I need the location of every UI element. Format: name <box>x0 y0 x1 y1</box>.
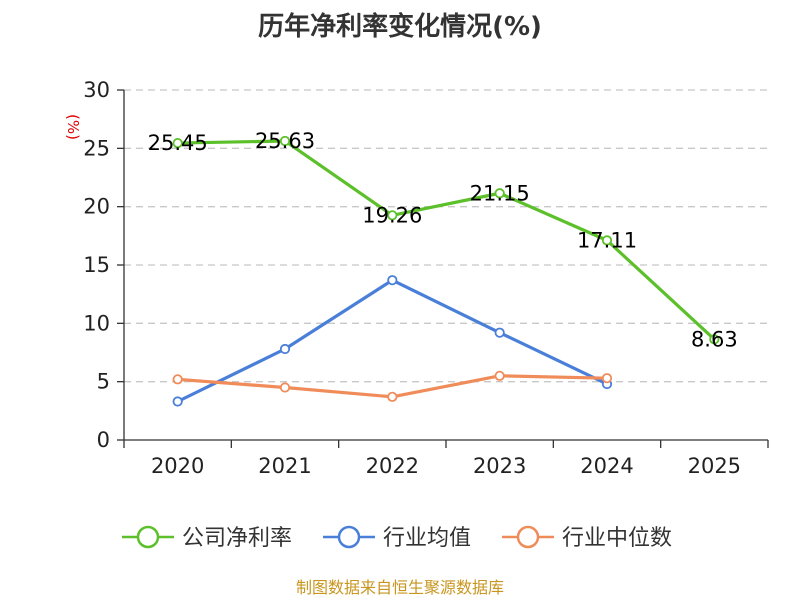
legend: 公司净利率 行业均值 行业中位数 <box>122 525 672 551</box>
data-point <box>172 137 183 149</box>
x-tick-label: 2020 <box>151 454 204 478</box>
legend-marker <box>337 525 361 549</box>
y-tick-label: 15 <box>83 253 110 277</box>
data-label: 25.63 <box>255 129 315 153</box>
data-point <box>172 396 183 407</box>
y-tick-label: 25 <box>83 136 110 160</box>
data-label: 17.11 <box>577 228 637 252</box>
data-point <box>601 373 613 384</box>
y-tick-label: 10 <box>83 311 110 335</box>
y-tick-label: 20 <box>83 195 110 219</box>
data-point <box>279 135 291 147</box>
data-point <box>279 382 291 393</box>
data-label: 8.63 <box>691 327 738 351</box>
x-tick-label: 2024 <box>580 454 633 478</box>
data-point <box>494 370 505 381</box>
data-point <box>172 374 183 385</box>
y-unit-label: (%) <box>64 114 82 140</box>
data-point <box>494 188 505 199</box>
series-lines <box>172 135 720 407</box>
data-point <box>601 235 613 246</box>
data-label: 21.15 <box>470 181 530 205</box>
x-tick-label: 2022 <box>366 454 419 478</box>
data-point <box>494 327 505 338</box>
x-tick-label: 2023 <box>473 454 526 478</box>
source-note: 制图数据来自恒生聚源数据库 <box>296 578 504 597</box>
chart-title: 历年净利率变化情况(%) <box>258 11 542 42</box>
x-tick-label: 2021 <box>258 454 311 478</box>
data-point <box>709 334 720 345</box>
y-tick-label: 0 <box>97 428 110 452</box>
data-point <box>387 275 398 286</box>
data-label: 25.45 <box>148 131 208 155</box>
data-labels: 25.45 25.63 19.26 21.15 17.11 8.63 <box>148 129 738 351</box>
grid-lines <box>124 89 768 383</box>
y-tick-label: 30 <box>83 78 110 102</box>
data-point <box>279 343 291 355</box>
legend-label: 行业中位数 <box>562 526 672 551</box>
y-tick-label: 5 <box>97 370 110 394</box>
legend-label: 公司净利率 <box>182 526 292 551</box>
legend-label: 行业均值 <box>383 526 471 551</box>
x-tick-label: 2025 <box>688 454 741 478</box>
series-line <box>176 139 716 341</box>
data-point <box>387 210 398 221</box>
legend-marker <box>516 525 540 549</box>
data-label: 19.26 <box>362 203 422 227</box>
legend-marker <box>136 525 160 549</box>
data-point <box>387 391 398 402</box>
